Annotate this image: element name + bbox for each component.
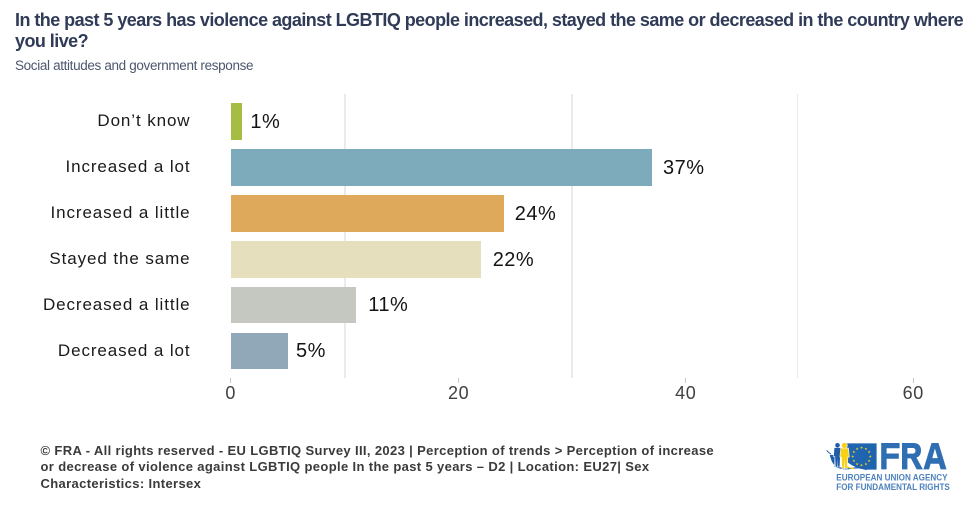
svg-text:EUROPEAN UNION AGENCY: EUROPEAN UNION AGENCY: [836, 472, 948, 483]
svg-text:FOR FUNDAMENTAL RIGHTS: FOR FUNDAMENTAL RIGHTS: [836, 482, 950, 493]
